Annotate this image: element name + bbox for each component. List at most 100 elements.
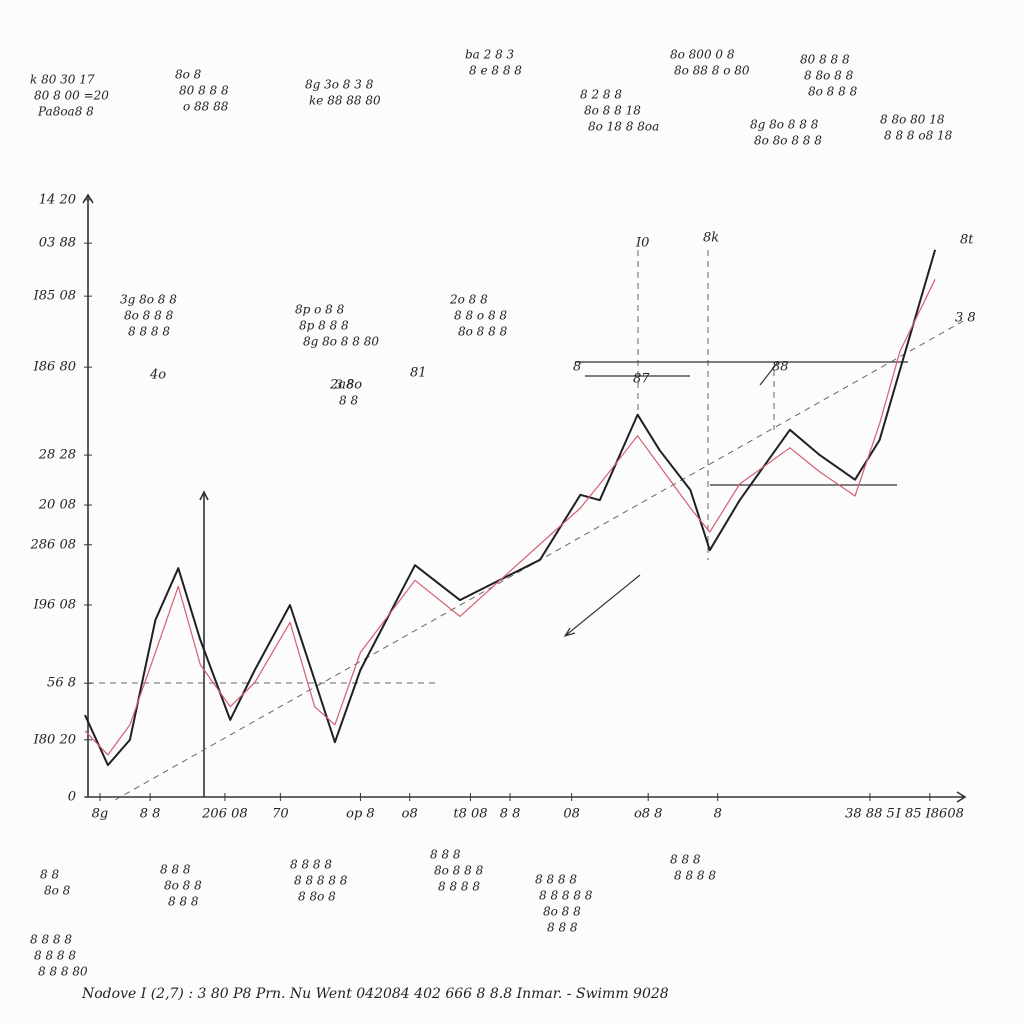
note-line: 8 8 bbox=[339, 394, 358, 408]
y-tick-label: 20 08 bbox=[38, 498, 76, 513]
handwritten-note: 8g 8o 8 8 8 8o 8o 8 8 8 bbox=[750, 118, 822, 148]
note-line: 8 8 8 8 bbox=[30, 933, 72, 947]
note-line: 8o 8o 8 8 8 bbox=[754, 134, 822, 148]
handwritten-note: 8 8 8 8o 8 8 8 8 8 8 8 bbox=[430, 848, 484, 894]
handwritten-note: 8 8 8 8 8 8 8 bbox=[670, 853, 716, 883]
note-line: ke 88 88 80 bbox=[309, 94, 381, 108]
note-line: 8 8 8 8 8 bbox=[539, 889, 593, 903]
note-line: 8o 88 8 o 80 bbox=[674, 64, 750, 78]
annotation-label: 4o bbox=[149, 368, 166, 383]
annotation-arrows bbox=[563, 361, 908, 638]
note-line: 8g 3o 8 3 8 bbox=[305, 78, 374, 92]
annotation-label: I0 bbox=[635, 236, 649, 251]
note-line: 8 8 8 bbox=[168, 895, 199, 909]
note-line: 8g 8o 8 8 80 bbox=[303, 335, 379, 349]
y-tick-label: 03 88 bbox=[39, 236, 76, 251]
annotation-label: 8t bbox=[960, 233, 974, 248]
note-line: ba 2 8 3 bbox=[465, 48, 515, 62]
handwritten-note: ba 2 8 3 8 e 8 8 8 bbox=[465, 48, 522, 78]
handwritten-note: 8p o 8 8 8p 8 8 8 8g 8o 8 8 80 bbox=[295, 303, 379, 349]
note-line: 8 8 8 8 bbox=[674, 869, 716, 883]
note-line: 8p 8 8 8 bbox=[299, 319, 349, 333]
note-line: 8 8 o 8 8 bbox=[454, 309, 507, 323]
handwritten-note: 8 8o 80 18 8 8 8 o8 18 bbox=[880, 113, 953, 143]
note-line: 8 8 8 8 bbox=[290, 858, 332, 872]
x-tick-label: I 85 I8608 bbox=[895, 807, 964, 822]
note-line: 8 8o 80 18 bbox=[880, 113, 945, 127]
y-axis bbox=[82, 193, 94, 797]
x-tick-label: 08 bbox=[563, 807, 580, 822]
handwritten-note: 8 2 8 8 8o 8 8 18 8o 18 8 8oa bbox=[580, 88, 659, 134]
note-line: 8 8 8 o8 18 bbox=[884, 129, 953, 143]
annotation-label: 8 bbox=[573, 360, 581, 375]
note-line: 8 2 8 8 bbox=[580, 88, 622, 102]
note-line: 8 8 8 8 bbox=[438, 880, 480, 894]
handwritten-note: 8 8 8 8 8 8 8 8 8 8 8 80 bbox=[30, 933, 88, 979]
x-tick-label: o8 8 bbox=[634, 807, 663, 822]
note-line: 8 8 8 8 bbox=[535, 873, 577, 887]
handwritten-note: 80 8 8 8 8 8o 8 8 8o 8 8 8 bbox=[800, 53, 858, 99]
note-line: o 88 88 bbox=[183, 100, 229, 114]
guide-lines bbox=[88, 250, 775, 684]
x-tick-label: t8 08 bbox=[453, 807, 487, 822]
note-line: 8o 8 8 8 bbox=[808, 85, 858, 99]
x-tick-label: op 8 bbox=[346, 807, 375, 822]
note-line: 2o 8 8 bbox=[449, 293, 488, 307]
handwritten-note: 2o 8 8 8 8 o 8 8 8o 8 8 8 bbox=[449, 293, 508, 339]
data-line bbox=[84, 279, 936, 756]
note-line: 8 8 8 bbox=[430, 848, 461, 862]
y-tick-label: I86 80 bbox=[33, 360, 76, 375]
note-line: 8 8 8 80 bbox=[38, 965, 88, 979]
note-line: k 80 30 17 bbox=[30, 73, 95, 87]
note-line: 8 8 bbox=[40, 868, 59, 882]
x-tick-label: 70 bbox=[272, 807, 289, 822]
note-line: 8 8 8 bbox=[670, 853, 701, 867]
handwritten-note: 8 8 8 8 8 8 8 8 8 8 8o 8 bbox=[290, 858, 348, 904]
handwritten-note: 8g 3o 8 3 8 ke 88 88 80 bbox=[305, 78, 381, 108]
x-tick-label: o8 bbox=[402, 807, 418, 822]
axes bbox=[82, 193, 967, 803]
note-line: 8 8 8 8 8 bbox=[294, 874, 348, 888]
x-tick-label: 206 08 bbox=[201, 807, 248, 822]
annotation-label: 81 bbox=[410, 366, 427, 381]
note-line: 8o 8 8 bbox=[164, 879, 202, 893]
note-line: 80 8 8 8 bbox=[800, 53, 850, 67]
y-tick-label: 14 20 bbox=[39, 192, 76, 207]
note-line: 3 8 bbox=[335, 378, 354, 392]
annotation-label: 3 8 bbox=[955, 311, 976, 326]
y-tick-label: I85 08 bbox=[33, 289, 76, 304]
note-line: 8o 8 8 8 bbox=[458, 325, 508, 339]
annotation-label: 8k bbox=[703, 231, 719, 246]
footer: Nodove I (2,7) : 3 80 P8 Prn. Nu Went 04… bbox=[81, 986, 669, 1002]
note-line: 8o 800 0 8 bbox=[670, 48, 735, 62]
y-tick-label: 28 28 bbox=[38, 448, 76, 463]
note-line: 8 8 8 bbox=[547, 921, 578, 935]
note-line: 8o 18 8 8oa bbox=[588, 120, 659, 134]
x-tick-label: 8g bbox=[92, 807, 109, 822]
handwritten-note: 8 8 8 8o 8 8 8 8 8 bbox=[160, 863, 202, 909]
note-line: 80 8 8 8 bbox=[179, 84, 229, 98]
x-tick-label: 8 8 bbox=[140, 807, 161, 822]
note-line: 8 8o 8 8 bbox=[804, 69, 854, 83]
note-line: 8 8 8 bbox=[160, 863, 191, 877]
handwritten-note: k 80 30 17 80 8 00 =20 Pa8oa8 8 bbox=[30, 73, 109, 119]
note-line: Pa8oa8 8 bbox=[37, 105, 94, 119]
note-line: 8p o 8 8 bbox=[295, 303, 345, 317]
y-tick-label: I80 20 bbox=[33, 732, 76, 747]
note-line: 8 8o 8 bbox=[298, 890, 336, 904]
handwritten-note: 8 8 8 8 8 8 8 8 8 8o 8 8 8 8 8 bbox=[535, 873, 593, 935]
handwritten-note: 3 88 8 bbox=[335, 378, 358, 408]
y-tick-label: I96 08 bbox=[33, 597, 76, 612]
note-line: 8o 8 bbox=[44, 884, 71, 898]
note-line: 8o 8 8 8 bbox=[434, 864, 484, 878]
y-tick-label: 286 08 bbox=[30, 537, 77, 552]
note-line: 8 e 8 8 8 bbox=[469, 64, 522, 78]
note-line: 8o 8 bbox=[175, 68, 202, 82]
handwritten-note: 8o 8 80 8 8 8 o 88 88 bbox=[175, 68, 229, 114]
y-tick-label: 56 8 bbox=[47, 676, 76, 691]
data-line bbox=[84, 249, 937, 767]
x-tick-label: 8 8 bbox=[500, 807, 521, 822]
note-line: 8o 8 8 18 bbox=[584, 104, 641, 118]
note-line: 8 8 8 8 bbox=[128, 325, 170, 339]
